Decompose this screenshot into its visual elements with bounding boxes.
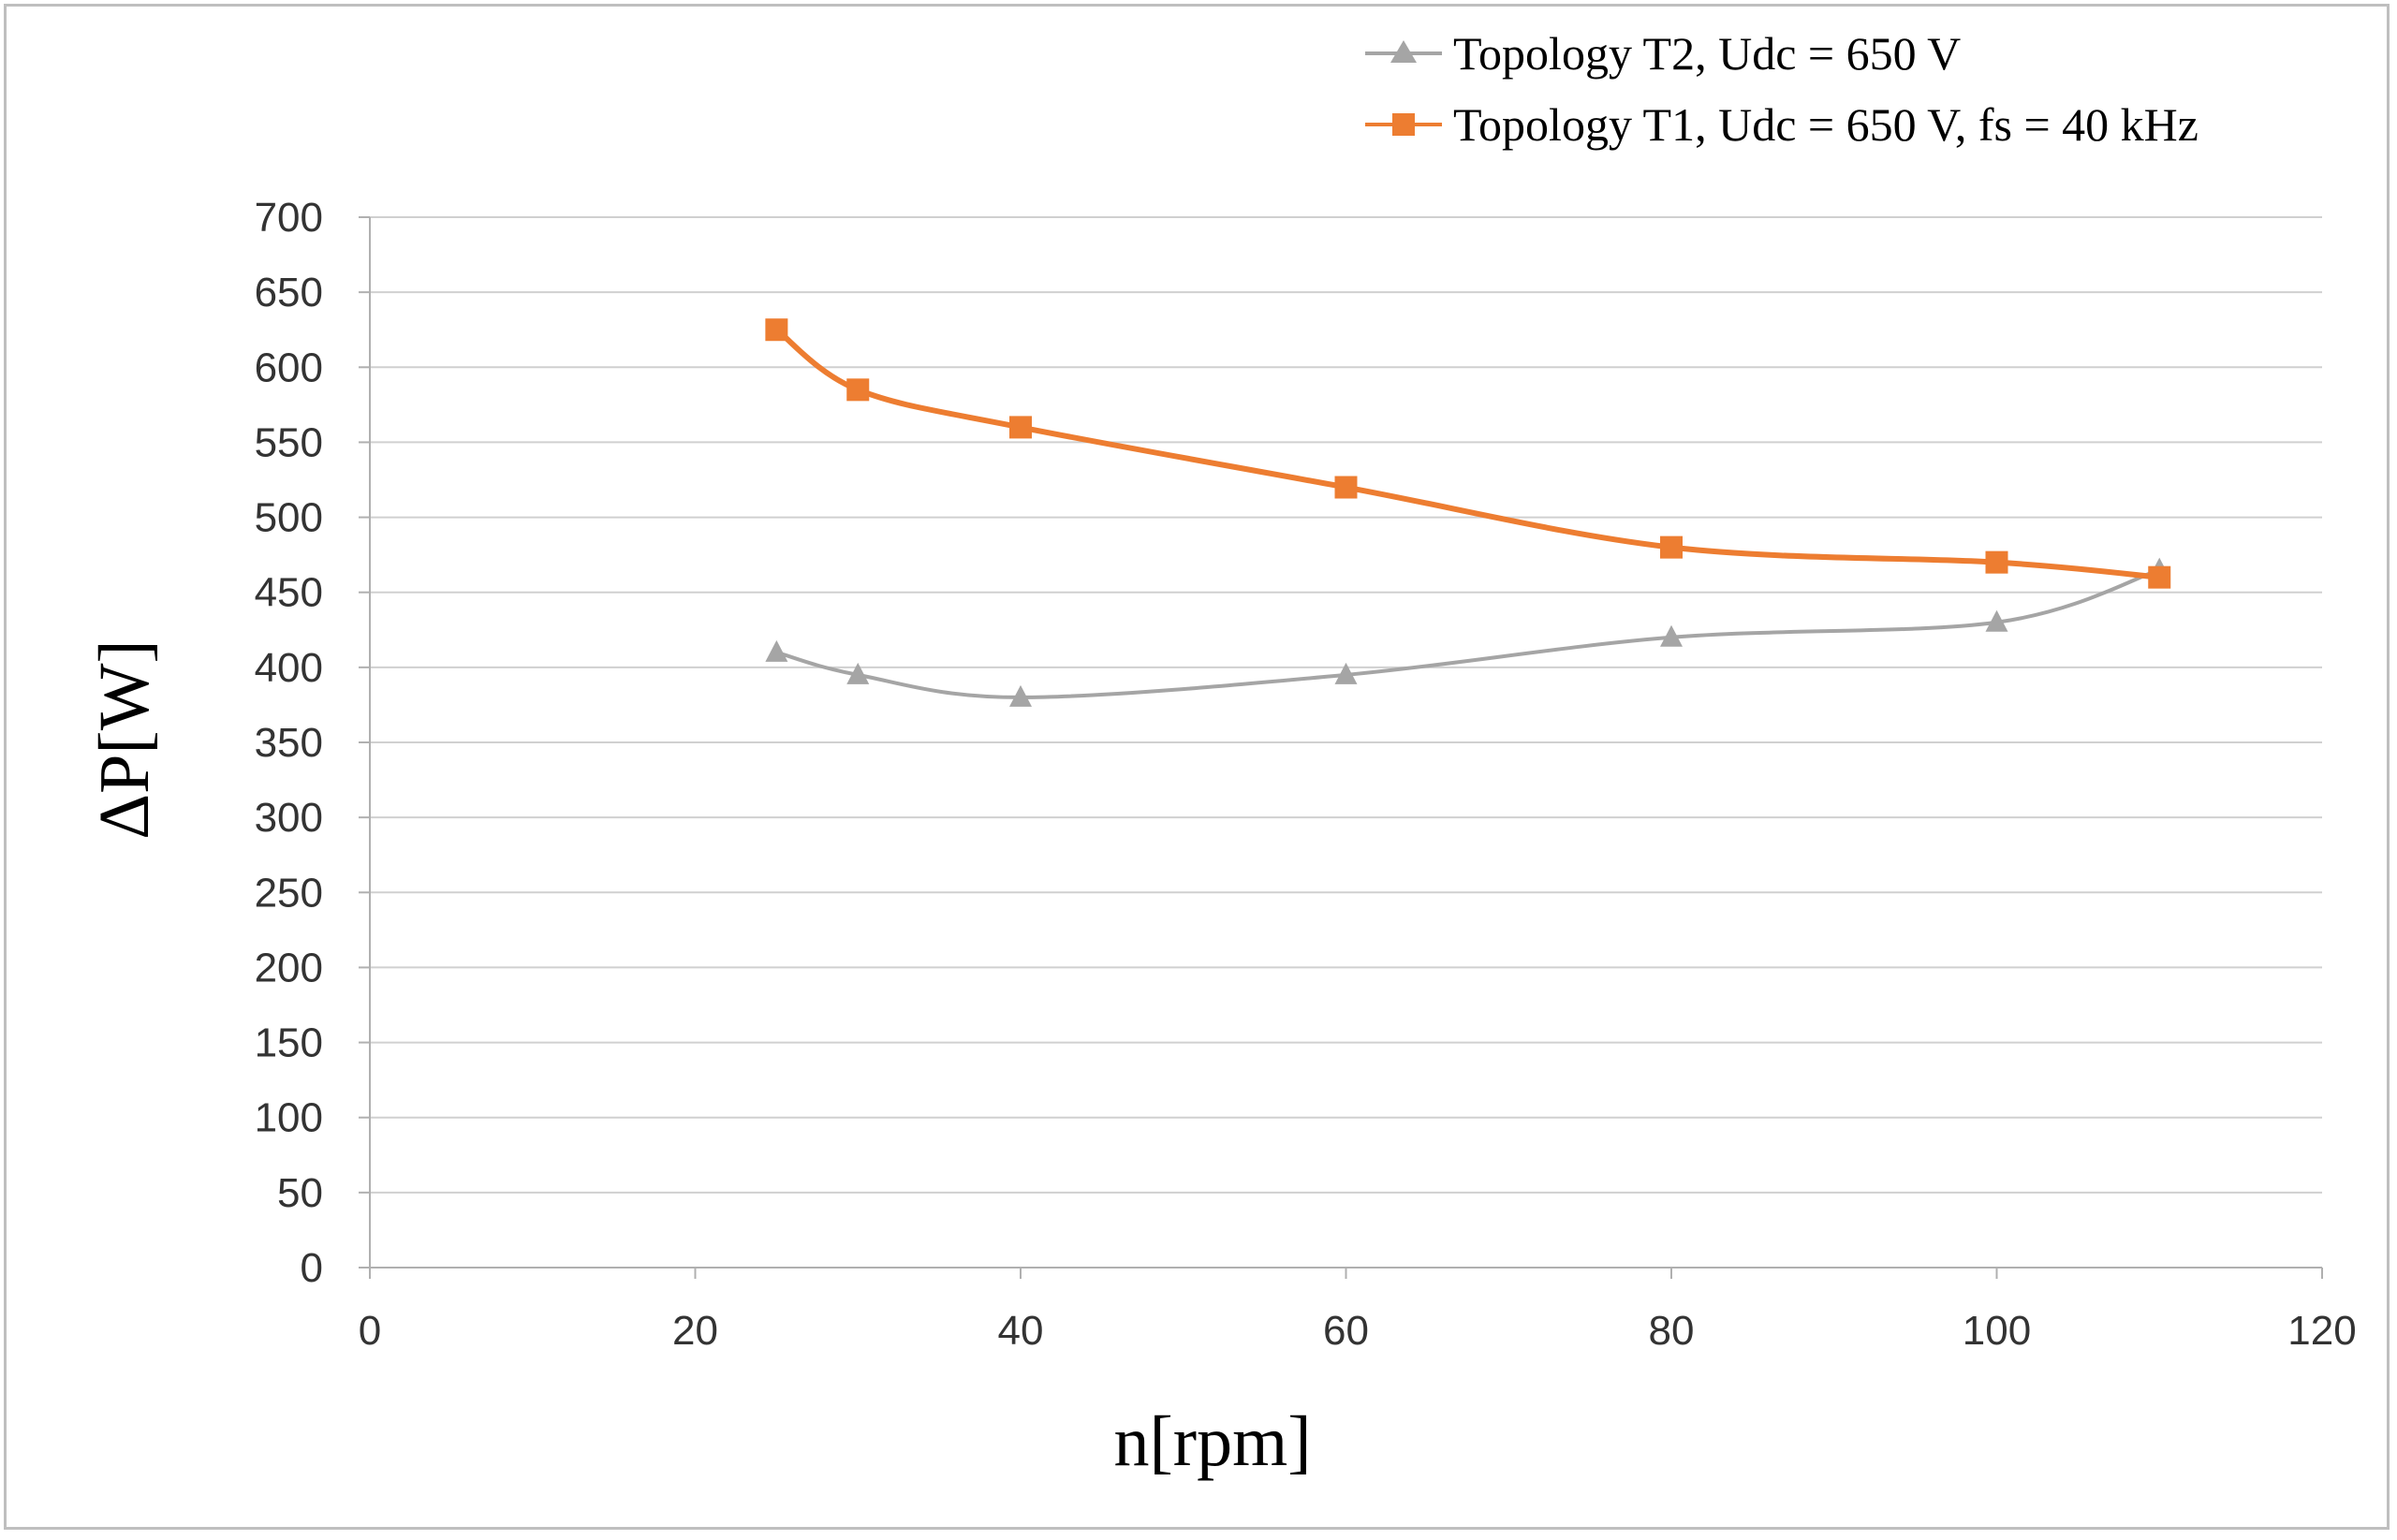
legend: Topology T2, Udc = 650 V Topology T1, Ud… <box>1365 27 2198 151</box>
x-tick-label: 20 <box>672 1308 718 1354</box>
x-tick-label: 100 <box>1963 1308 2031 1354</box>
series-t1 <box>765 318 2171 589</box>
x-tick-label: 80 <box>1649 1308 1695 1354</box>
y-tick-labels: 0 50 100 150 200 250 300 350 400 450 500 550 600 650 7… <box>255 195 323 1291</box>
data-point-t1-100 <box>1985 550 2008 574</box>
x-tick-label: 40 <box>998 1308 1044 1354</box>
gridlines <box>359 216 2323 1279</box>
y-tick-label: 550 <box>255 419 323 465</box>
data-point-t1-80 <box>1660 535 1683 559</box>
axes <box>369 217 2322 1269</box>
series-line-t2 <box>775 567 2160 699</box>
y-axis-title: ΔP[W] <box>85 639 164 840</box>
data-point-t1-25 <box>765 318 788 342</box>
legend-entry-t2: Topology T2, Udc = 650 V <box>1365 27 1961 80</box>
y-tick-label: 300 <box>255 795 323 841</box>
y-tick-label: 650 <box>255 270 323 315</box>
y-tick-label: 100 <box>255 1095 323 1141</box>
data-point-t1-110 <box>2148 565 2171 589</box>
data-point-t2-40 <box>1009 684 1032 707</box>
x-tick-labels: 0 20 40 60 80 100 120 <box>359 1308 2357 1354</box>
y-tick-label: 0 <box>301 1245 323 1291</box>
y-tick-label: 350 <box>255 720 323 766</box>
data-point-t1-60 <box>1334 476 1358 499</box>
x-tick-label: 120 <box>2287 1308 2356 1354</box>
y-tick-label: 600 <box>255 345 323 390</box>
legend-entry-t1: Topology T1, Udc = 650 V, fs = 40 kHz <box>1365 98 2198 151</box>
y-tick-label: 250 <box>255 870 323 916</box>
legend-triangle-marker-icon <box>1390 40 1417 63</box>
y-tick-label: 700 <box>255 195 323 241</box>
y-tick-label: 400 <box>255 645 323 691</box>
series-t2 <box>765 557 2171 707</box>
data-point-t2-25 <box>765 639 788 662</box>
series <box>765 318 2171 707</box>
y-tick-label: 50 <box>277 1170 323 1216</box>
data-point-t1-30 <box>846 378 870 402</box>
legend-label-t1: Topology T1, Udc = 650 V, fs = 40 kHz <box>1453 98 2198 151</box>
x-tick-label: 60 <box>1323 1308 1369 1354</box>
legend-square-marker-icon <box>1392 113 1415 136</box>
data-point-t2-60 <box>1334 662 1358 684</box>
y-tick-label: 450 <box>255 570 323 616</box>
data-point-t1-40 <box>1009 416 1032 439</box>
chart-frame <box>4 4 2390 1530</box>
data-point-t2-80 <box>1660 624 1683 647</box>
legend-label-t2: Topology T2, Udc = 650 V <box>1453 27 1961 80</box>
data-point-t2-100 <box>1985 609 2008 632</box>
y-tick-label: 150 <box>255 1020 323 1066</box>
data-point-t2-30 <box>846 662 870 684</box>
series-line-t1 <box>774 327 2160 580</box>
x-axis-title: n[rpm] <box>1113 1402 1311 1481</box>
x-tick-label: 0 <box>359 1308 381 1354</box>
y-tick-label: 500 <box>255 495 323 541</box>
y-tick-label: 200 <box>255 945 323 990</box>
